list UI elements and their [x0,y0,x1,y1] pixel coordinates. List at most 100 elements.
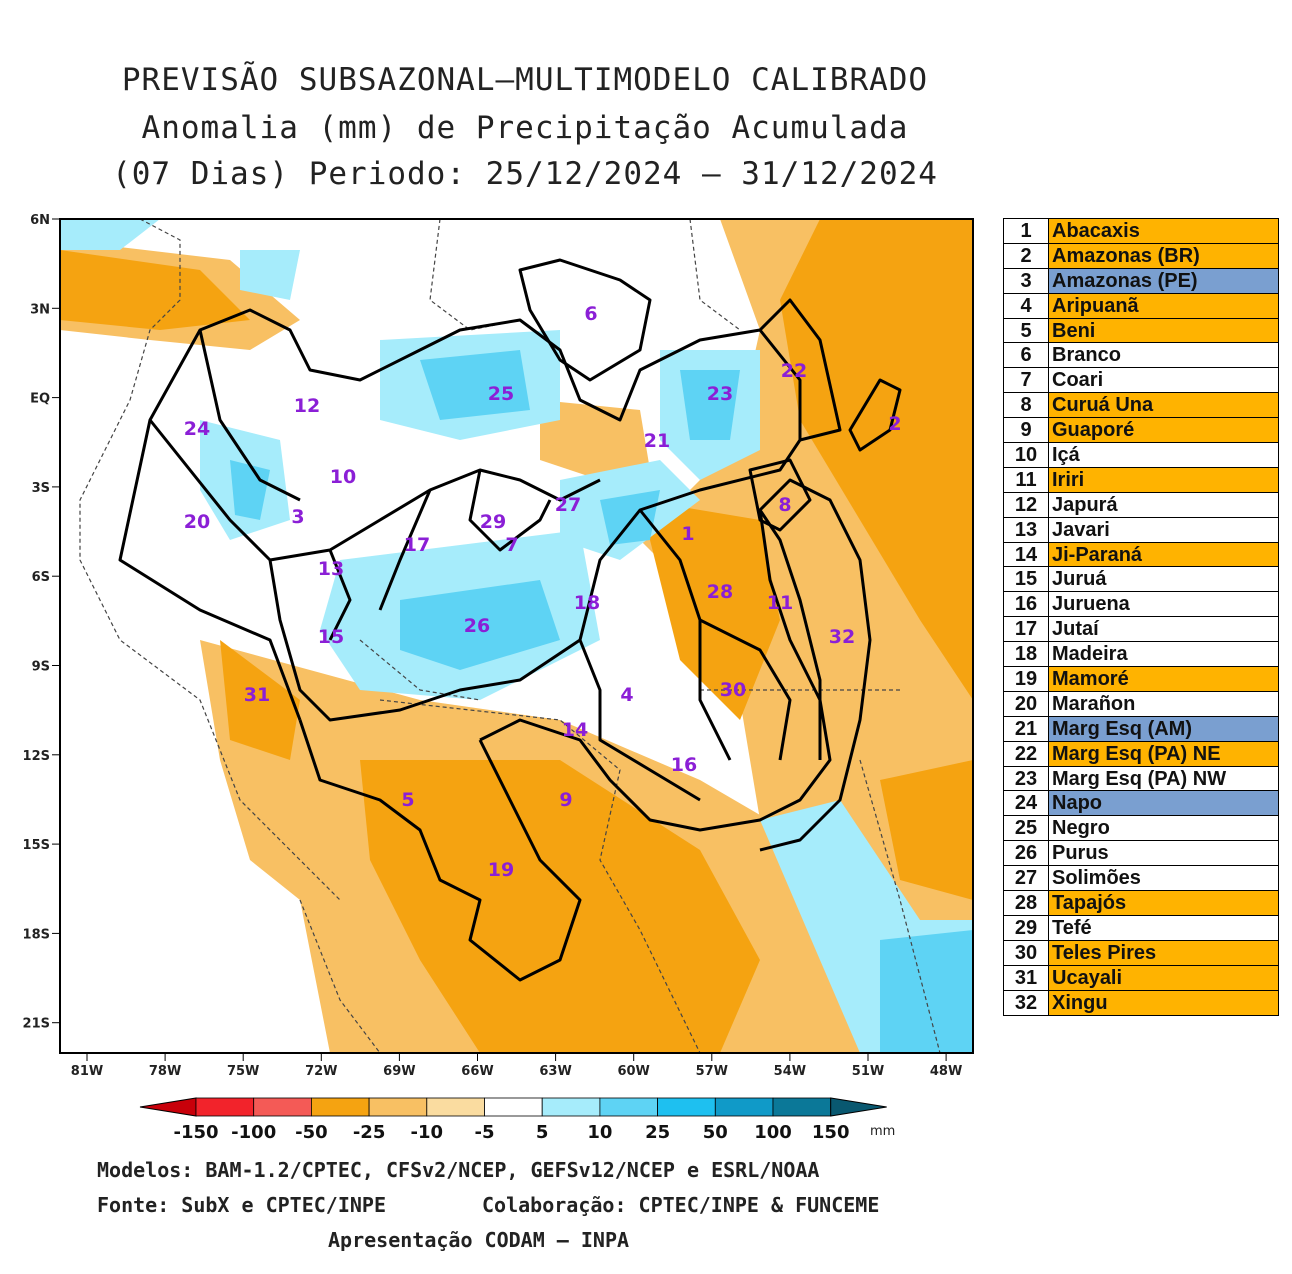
colorbar-label: 25 [645,1122,670,1143]
basin-label: 19 [488,859,514,881]
legend-row: 5 Beni [1003,317,1279,344]
legend-number: 2 [1003,242,1049,269]
lon-label: 78W [149,1064,181,1079]
lat-label: 6S [32,570,50,585]
legend-number: 20 [1003,690,1049,717]
legend-row: 24 Napo [1003,790,1279,817]
basin-label: 14 [562,719,588,741]
basin-label: 13 [318,558,344,580]
legend-row: 8 Curuá Una [1003,392,1279,419]
legend-basin-name: Javari [1048,516,1279,543]
legend-row: 4 Aripuanã [1003,292,1279,319]
legend-basin-name: Marg Esq (PA) NE [1048,740,1279,767]
basin-label: 1 [681,523,694,545]
basin-label: 30 [720,679,746,701]
colorbar-swatch [657,1097,716,1117]
colorbar-label: 5 [536,1122,549,1143]
lat-label: 15S [23,838,50,853]
legend-row: 10 Içá [1003,442,1279,468]
basin-label: 26 [464,615,490,637]
legend-basin-name: Abacaxis [1048,218,1279,244]
basin-label: 3 [291,506,304,528]
legend-number: 7 [1003,367,1049,394]
legend-number: 1 [1003,218,1049,244]
legend-number: 29 [1003,914,1049,941]
precipitation-anomaly-map: 1 2 3 4 5 6 7 8 9 10 11 12 13 14 15 16 1… [23,213,974,1143]
lon-label: 72W [305,1064,337,1079]
colorbar-swatch [426,1097,485,1117]
lat-label: 9S [32,660,50,675]
legend-basin-name: Guaporé [1048,417,1279,444]
basin-label: 15 [318,626,344,648]
legend-row: 32 Xingu [1003,989,1279,1016]
legend-basin-name: Purus [1048,840,1279,867]
legend-row: 30 Teles Pires [1003,939,1279,966]
basin-label: 18 [574,592,600,614]
basin-label: 25 [488,383,514,405]
legend-number: 12 [1003,491,1049,518]
colorbar-swatch [195,1097,255,1117]
legend-number: 32 [1003,989,1049,1016]
colorbar-label: 50 [703,1122,728,1143]
basin-label: 6 [584,303,597,325]
legend-number: 13 [1003,516,1049,543]
legend-number: 8 [1003,392,1049,419]
legend-basin-name: Içá [1048,442,1279,468]
legend-row: 15 Juruá [1003,566,1279,593]
legend-row: 22 Marg Esq (PA) NE [1003,740,1279,767]
source-note: Fonte: SubX e CPTEC/INPE [97,1193,386,1217]
lat-label: 21S [23,1017,50,1032]
legend-row: 17 Jutaí [1003,616,1279,643]
legend-basin-name: Amazonas (BR) [1048,242,1279,269]
colorbar-label: -150 [173,1122,218,1143]
legend-row: 1 Abacaxis [1003,218,1279,244]
legend-row: 7 Coari [1003,367,1279,394]
basin-label: 2 [888,413,901,435]
legend-number: 22 [1003,740,1049,767]
legend-row: 2 Amazonas (BR) [1003,242,1279,269]
lon-label: 48W [930,1064,962,1079]
colorbar-swatch [253,1097,312,1117]
legend-basin-name: Japurá [1048,491,1279,518]
basin-label: 5 [401,789,414,811]
basin-label: 8 [778,494,791,516]
legend-basin-name: Ji-Paraná [1048,541,1279,568]
legend-basin-name: Madeira [1048,641,1279,668]
lon-label: 60W [617,1064,649,1079]
basin-label: 21 [644,430,670,452]
colorbar-label: -25 [353,1122,386,1143]
basin-label: 7 [505,534,518,556]
legend-row: 9 Guaporé [1003,417,1279,444]
legend-basin-name: Curuá Una [1048,392,1279,419]
legend-row: 13 Javari [1003,516,1279,543]
legend-number: 18 [1003,641,1049,668]
map-title: PREVISÃO SUBSAZONAL—MULTIMODELO CALIBRAD… [121,62,929,98]
colorbar-label: -5 [475,1122,495,1143]
legend-number: 11 [1003,466,1049,493]
legend-number: 26 [1003,840,1049,867]
legend-number: 16 [1003,591,1049,618]
lon-label: 81W [71,1064,103,1079]
legend-row: 21 Marg Esq (AM) [1003,715,1279,742]
lat-label: EQ [30,392,50,407]
legend-number: 24 [1003,790,1049,817]
basin-label: 16 [671,754,697,776]
lon-label: 69W [383,1064,415,1079]
basin-label: 31 [244,684,270,706]
colorbar-label: -10 [411,1122,444,1143]
basin-label: 17 [404,534,430,556]
legend-basin-name: Juruena [1048,591,1279,618]
colorbar: -150 -100 -50 -25 -10 -5 5 10 25 50 100 150 [139,1097,887,1143]
colorbar-swatch [310,1097,370,1117]
legend-number: 3 [1003,267,1049,294]
legend-number: 31 [1003,964,1049,991]
collab-note: Colaboração: CPTEC/INPE & FUNCEME [482,1193,880,1217]
legend-row: 27 Solimões [1003,865,1279,892]
colorbar-unit: mm [870,1124,895,1139]
legend-basin-name: Marañon [1048,690,1279,717]
legend-basin-name: Juruá [1048,566,1279,593]
legend-basin-name: Xingu [1048,989,1279,1016]
basin-label: 28 [707,581,733,603]
basin-label: 9 [559,789,572,811]
colorbar-arrow-high [830,1097,887,1117]
